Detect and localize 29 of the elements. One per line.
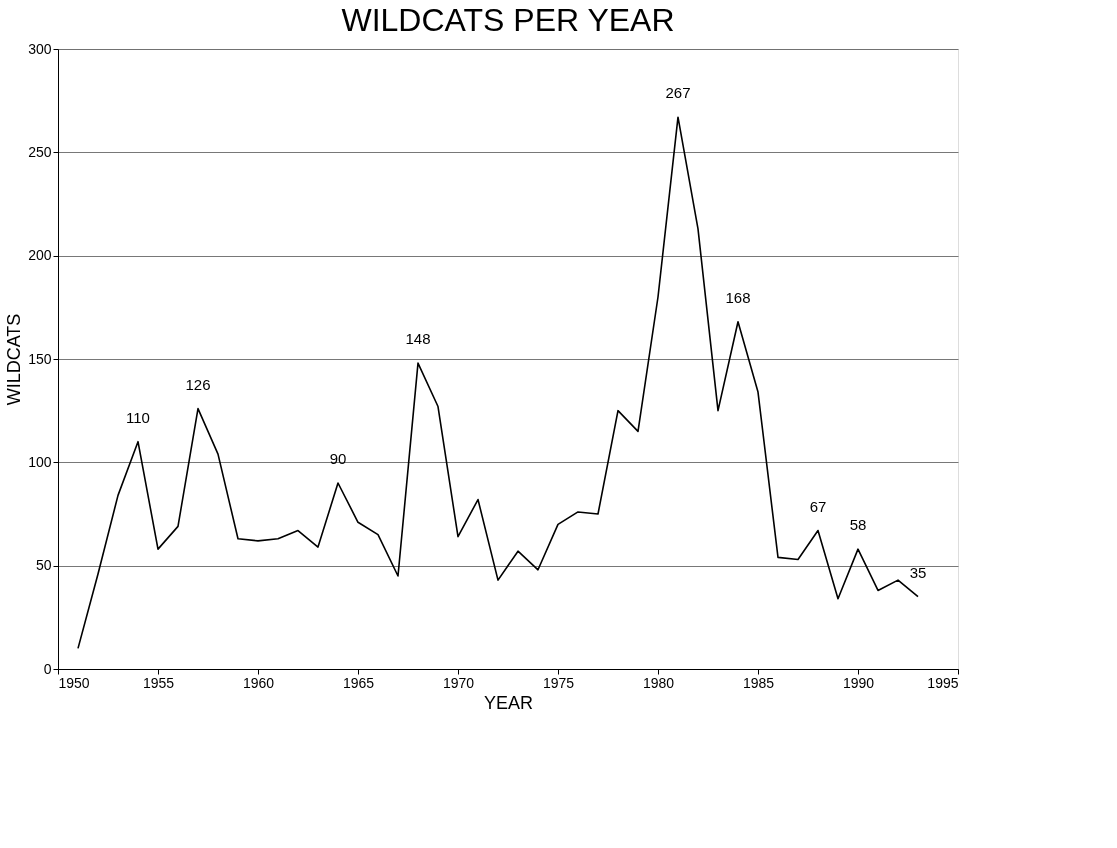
data-label: 126: [185, 375, 211, 393]
data-label: 168: [725, 288, 751, 306]
chart-title: WILDCATS PER YEAR: [341, 2, 675, 38]
x-tick-label: 1975: [542, 674, 575, 691]
data-label: 35: [909, 563, 927, 581]
y-axis-title: WILDCATS: [4, 313, 25, 406]
x-tick-label: 1965: [342, 674, 375, 691]
x-tick-label: 1950: [58, 674, 90, 691]
x-tick-label: 1960: [242, 674, 275, 691]
x-tick-label: 1980: [642, 674, 675, 691]
y-tick-label: 100: [28, 453, 52, 470]
data-label: 110: [126, 408, 150, 426]
y-tick-label: 200: [28, 247, 52, 264]
data-label: 58: [849, 516, 867, 534]
x-tick-label: 1995: [927, 674, 959, 691]
x-tick-label: 1985: [742, 674, 775, 691]
x-tick-label: 1955: [142, 674, 175, 691]
x-tick-label: 1990: [842, 674, 875, 691]
y-tick-label: 150: [28, 350, 52, 367]
data-label: 267: [665, 84, 691, 102]
y-tick-label: 50: [35, 557, 52, 574]
x-axis-title: YEAR: [483, 692, 534, 713]
data-label: 148: [405, 330, 431, 348]
data-label: 90: [329, 450, 347, 467]
y-tick-label: 0: [43, 660, 52, 677]
y-tick-label: 250: [28, 143, 52, 160]
data-label: 67: [809, 497, 827, 515]
y-tick-label: 300: [28, 40, 52, 57]
x-tick-label: 1970: [442, 674, 475, 691]
